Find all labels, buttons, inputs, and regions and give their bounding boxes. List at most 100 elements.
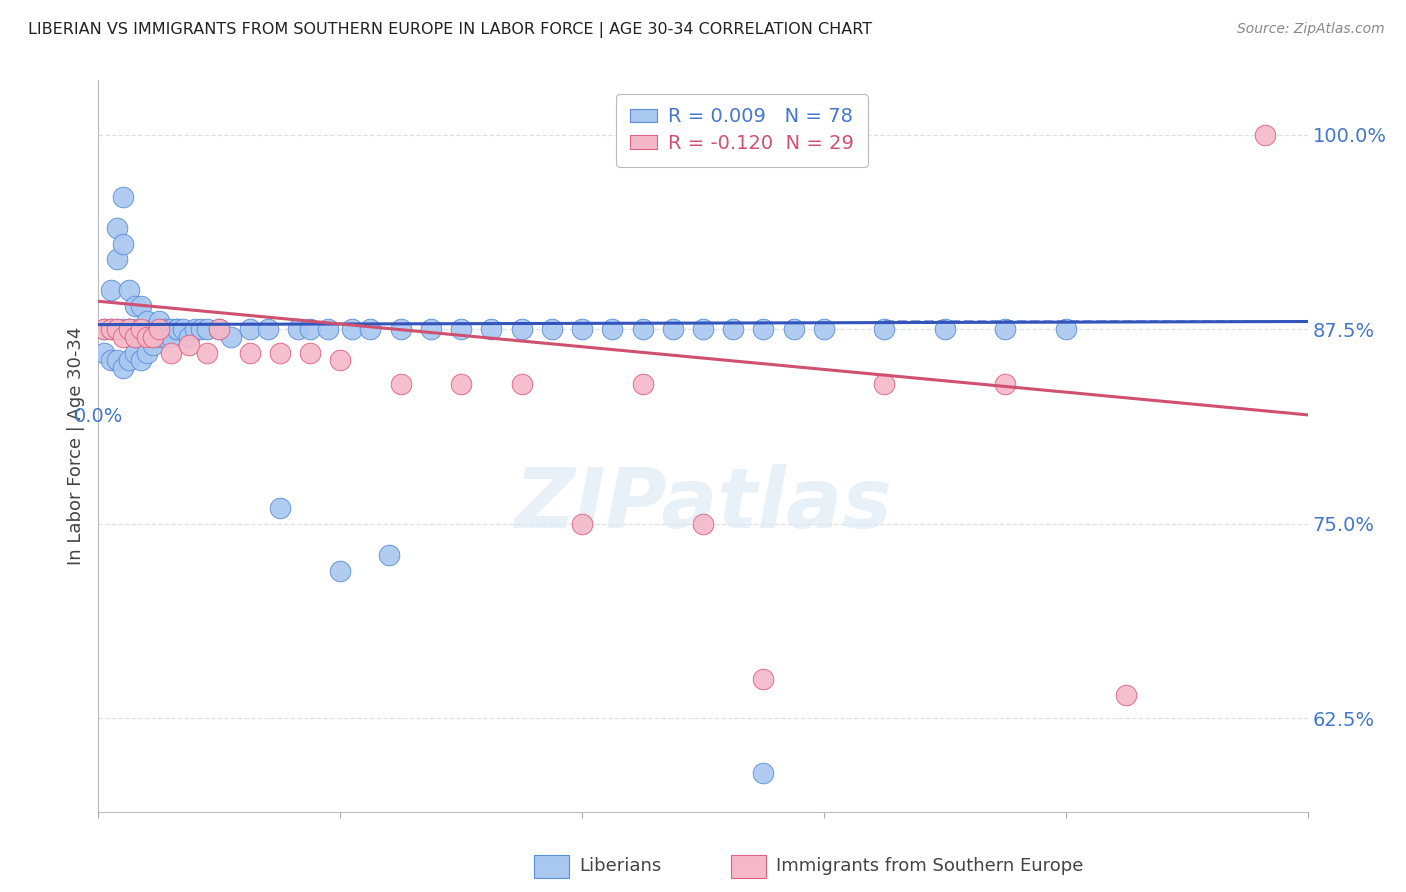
Point bbox=[148, 330, 170, 344]
Point bbox=[100, 353, 122, 368]
Point bbox=[177, 330, 201, 344]
Point bbox=[111, 330, 134, 344]
Point bbox=[118, 322, 141, 336]
Point bbox=[1054, 322, 1077, 336]
Point bbox=[1115, 688, 1137, 702]
Point bbox=[135, 330, 157, 344]
Point bbox=[184, 322, 207, 336]
Point bbox=[124, 345, 146, 359]
Point bbox=[510, 376, 533, 391]
Point bbox=[299, 345, 322, 359]
Point bbox=[813, 322, 835, 336]
Point bbox=[1254, 128, 1277, 142]
Point bbox=[571, 322, 593, 336]
Point bbox=[172, 322, 194, 336]
Point bbox=[190, 322, 212, 336]
Y-axis label: In Labor Force | Age 30-34: In Labor Force | Age 30-34 bbox=[66, 326, 84, 566]
Point bbox=[135, 345, 157, 359]
Point bbox=[571, 516, 593, 531]
Point bbox=[389, 322, 412, 336]
Point bbox=[111, 361, 134, 376]
Point bbox=[873, 322, 896, 336]
Point bbox=[873, 376, 896, 391]
Point bbox=[994, 376, 1017, 391]
Point bbox=[142, 322, 165, 336]
Point bbox=[195, 322, 218, 336]
Point bbox=[124, 330, 146, 344]
Point bbox=[692, 322, 714, 336]
Point bbox=[269, 345, 291, 359]
Point bbox=[111, 190, 134, 204]
Point bbox=[481, 322, 503, 336]
Point bbox=[692, 516, 714, 531]
Point bbox=[360, 322, 382, 336]
Point bbox=[510, 322, 533, 336]
Point bbox=[269, 501, 291, 516]
Point bbox=[377, 548, 399, 562]
Point bbox=[118, 284, 141, 298]
Point bbox=[419, 322, 441, 336]
Point bbox=[329, 353, 352, 368]
Point bbox=[148, 322, 170, 336]
Point bbox=[105, 353, 128, 368]
Point bbox=[135, 330, 157, 344]
Point bbox=[93, 322, 115, 336]
Point bbox=[100, 322, 122, 336]
Text: Immigrants from Southern Europe: Immigrants from Southern Europe bbox=[776, 857, 1084, 875]
Point bbox=[129, 299, 152, 313]
Point bbox=[129, 353, 152, 368]
Point bbox=[153, 322, 176, 336]
Point bbox=[124, 322, 146, 336]
Point bbox=[540, 322, 562, 336]
Point bbox=[602, 322, 624, 336]
Point bbox=[752, 322, 775, 336]
Point bbox=[142, 338, 165, 352]
Point bbox=[118, 353, 141, 368]
Legend: R = 0.009   N = 78, R = -0.120  N = 29: R = 0.009 N = 78, R = -0.120 N = 29 bbox=[616, 94, 868, 167]
Point bbox=[342, 322, 364, 336]
Point bbox=[994, 322, 1017, 336]
Point bbox=[142, 330, 165, 344]
Point bbox=[450, 322, 472, 336]
Point bbox=[135, 322, 157, 336]
Point bbox=[160, 322, 183, 336]
Point bbox=[105, 221, 128, 235]
Point bbox=[118, 322, 141, 336]
Point bbox=[124, 330, 146, 344]
Point bbox=[208, 322, 231, 336]
Point bbox=[299, 322, 322, 336]
Text: LIBERIAN VS IMMIGRANTS FROM SOUTHERN EUROPE IN LABOR FORCE | AGE 30-34 CORRELATI: LIBERIAN VS IMMIGRANTS FROM SOUTHERN EUR… bbox=[28, 22, 872, 38]
Point bbox=[129, 330, 152, 344]
Point bbox=[105, 322, 128, 336]
Point bbox=[752, 765, 775, 780]
Point bbox=[934, 322, 956, 336]
Text: 0.0%: 0.0% bbox=[73, 408, 124, 426]
Point bbox=[111, 236, 134, 251]
Point bbox=[100, 322, 122, 336]
Point bbox=[177, 338, 201, 352]
Point bbox=[105, 252, 128, 267]
Point bbox=[129, 322, 152, 336]
Point bbox=[142, 330, 165, 344]
Text: Liberians: Liberians bbox=[579, 857, 661, 875]
Point bbox=[782, 322, 804, 336]
Point bbox=[195, 345, 218, 359]
Point bbox=[148, 314, 170, 328]
Point bbox=[631, 322, 654, 336]
Point bbox=[389, 376, 412, 391]
Point bbox=[221, 330, 243, 344]
Text: ZIPatlas: ZIPatlas bbox=[515, 464, 891, 545]
Point bbox=[129, 322, 152, 336]
Point bbox=[118, 322, 141, 336]
Point bbox=[239, 322, 262, 336]
Point bbox=[166, 322, 188, 336]
Point bbox=[329, 564, 352, 578]
Point bbox=[208, 322, 231, 336]
Point bbox=[721, 322, 744, 336]
Point bbox=[93, 322, 115, 336]
Point bbox=[153, 330, 176, 344]
Point bbox=[631, 376, 654, 391]
Point bbox=[661, 322, 683, 336]
Point bbox=[160, 345, 183, 359]
Point bbox=[135, 314, 157, 328]
